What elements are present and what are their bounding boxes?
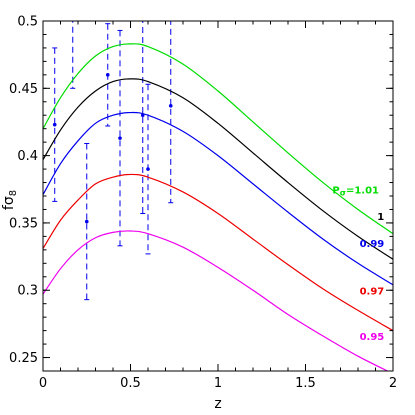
y-axis-label-main: fσ xyxy=(1,196,17,210)
curve-label-2: 1 xyxy=(377,212,384,223)
data-point xyxy=(118,136,122,140)
x-tick-label: 1 xyxy=(214,376,222,391)
error-bar-7 xyxy=(145,83,151,255)
series-line-5 xyxy=(43,230,389,371)
data-point xyxy=(84,219,89,224)
y-axis-label-subscript: 8 xyxy=(8,190,19,196)
data-point xyxy=(71,6,75,10)
curve-label-5: 0.95 xyxy=(360,332,385,343)
data-point xyxy=(105,73,110,77)
data-point xyxy=(146,167,150,171)
model-curves xyxy=(43,43,393,371)
x-tick-label: 1.5 xyxy=(295,376,316,391)
curve-labels: Pσ=1.01 1 0.99 0.97 0.95 xyxy=(332,185,384,343)
error-bars xyxy=(52,6,174,301)
error-bar-2 xyxy=(70,6,76,89)
error-bar-6 xyxy=(140,21,146,214)
x-tick-label: 0.5 xyxy=(120,376,141,391)
y-tick-label: 0.3 xyxy=(17,284,38,299)
x-tick-label: 2 xyxy=(389,376,397,391)
error-bar-5 xyxy=(117,29,123,247)
series-line-4 xyxy=(43,173,393,332)
series-line-3 xyxy=(43,111,393,286)
x-tick-label: 0 xyxy=(39,376,47,391)
error-bar-1 xyxy=(52,47,58,202)
axis-ticks: 0 0.5 1 1.5 2 0.25 0.3 0.35 0.4 0.45 0.5 xyxy=(9,15,397,392)
y-tick-label: 0.25 xyxy=(9,351,38,366)
x-axis-label: z xyxy=(214,396,221,412)
series-line-1 xyxy=(43,43,393,235)
error-bar-3 xyxy=(84,143,90,301)
error-bar-8 xyxy=(168,21,174,204)
y-tick-label: 0.35 xyxy=(9,216,38,231)
curve-label-1: Pσ=1.01 xyxy=(332,185,379,197)
data-point xyxy=(168,104,173,108)
y-tick-label: 0.5 xyxy=(17,15,38,30)
curve-label-4: 0.97 xyxy=(360,286,385,297)
data-point xyxy=(52,122,57,127)
error-bar-4 xyxy=(105,23,111,127)
series-line-2 xyxy=(43,78,393,260)
y-axis-label: fσ8 xyxy=(1,190,19,210)
curve-label-3: 0.99 xyxy=(360,239,385,250)
y-tick-label: 0.4 xyxy=(17,149,38,164)
y-tick-label: 0.45 xyxy=(9,82,38,97)
